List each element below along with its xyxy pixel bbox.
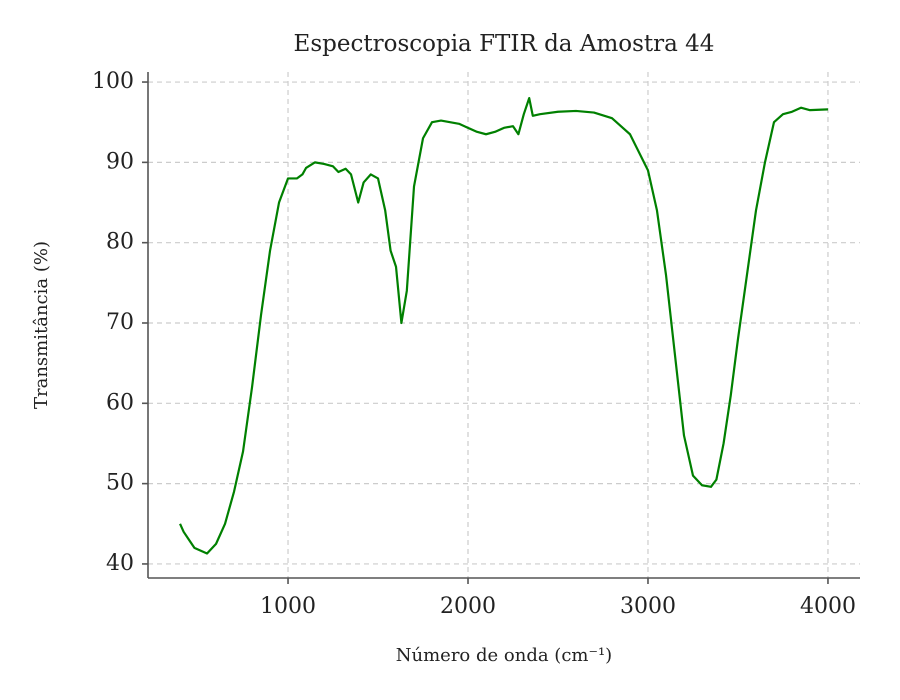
y-axis-label: Transmitância (%) — [31, 241, 52, 409]
y-tick-label: 80 — [106, 230, 134, 255]
y-tick-label: 100 — [92, 69, 134, 94]
x-tick-label: 1000 — [260, 594, 316, 619]
y-tick-label: 60 — [106, 390, 134, 415]
x-tick-label: 4000 — [800, 594, 856, 619]
y-tick-label: 40 — [106, 551, 134, 576]
x-axis-label: Número de onda (cm⁻¹) — [396, 645, 612, 666]
y-tick-label: 50 — [106, 471, 134, 496]
chart-title: Espectroscopia FTIR da Amostra 44 — [294, 31, 715, 57]
y-tick-label: 70 — [106, 310, 134, 335]
x-tick-label: 3000 — [620, 594, 676, 619]
spectrum-line — [179, 97, 829, 555]
y-tick-label: 90 — [106, 149, 134, 174]
x-tick-label: 2000 — [440, 594, 496, 619]
